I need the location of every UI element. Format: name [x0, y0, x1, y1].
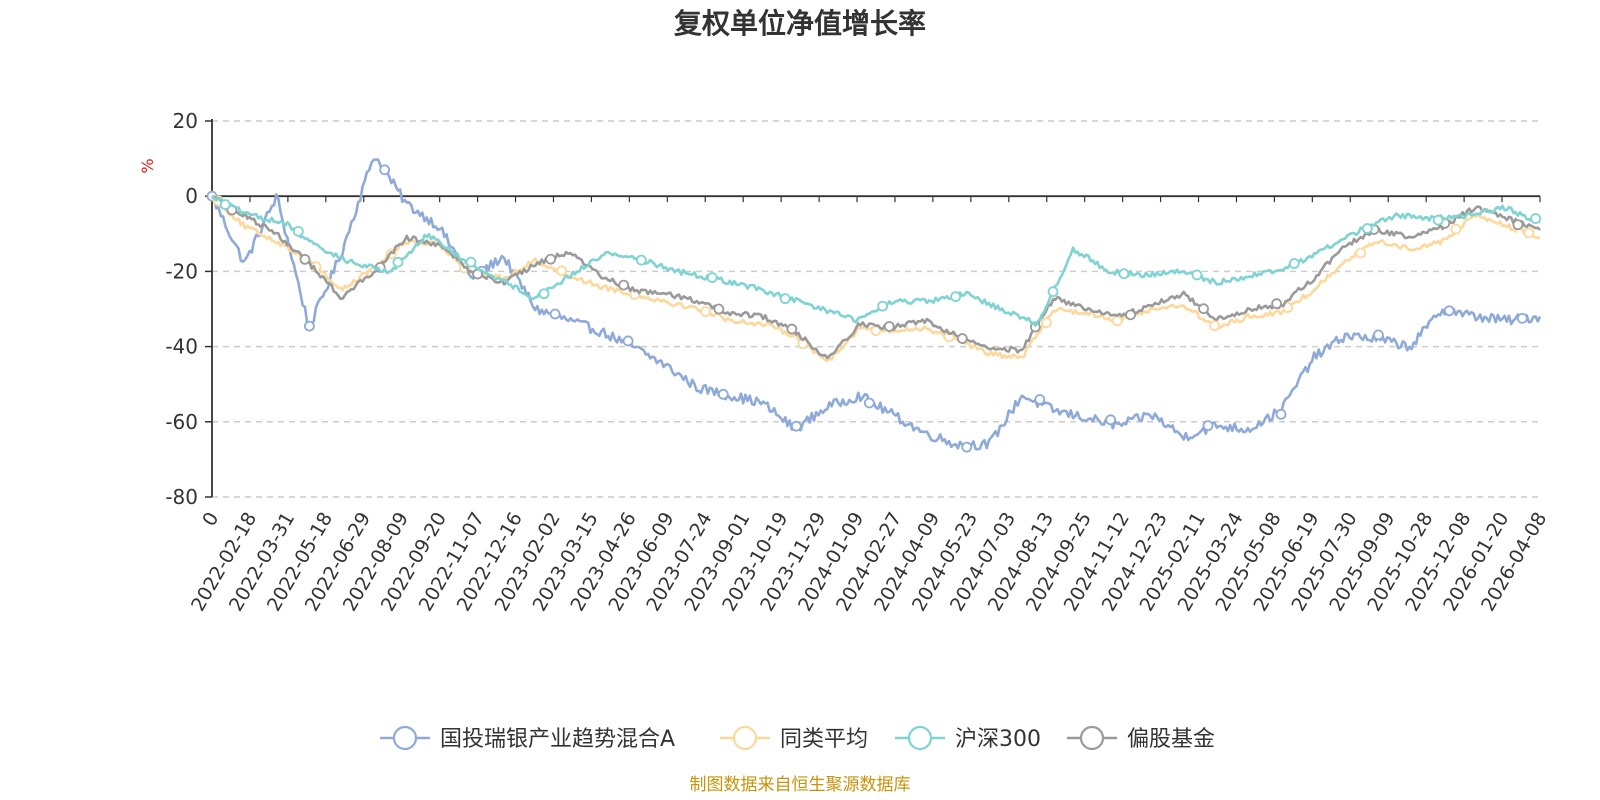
- series-line: [211, 158, 1542, 451]
- series-marker: [1191, 269, 1203, 281]
- series-3: [211, 194, 1541, 360]
- grid: [212, 120, 1540, 498]
- series-marker: [713, 303, 725, 315]
- series-marker: [1443, 305, 1455, 317]
- series-marker: [956, 333, 968, 344]
- source-note: 制图数据来自恒生聚源数据库: [690, 775, 911, 795]
- legend-item[interactable]: 偏股基金: [1067, 725, 1215, 752]
- y-tick-label: -20: [165, 259, 198, 283]
- series-marker: [863, 397, 875, 409]
- series-marker: [1202, 420, 1214, 432]
- series-marker: [538, 288, 550, 300]
- legend-swatch-circle: [392, 725, 418, 751]
- series-group: [206, 158, 1542, 453]
- series-marker: [556, 265, 568, 277]
- series-marker: [1355, 247, 1367, 259]
- series-marker: [1373, 329, 1384, 341]
- series-marker: [1523, 227, 1535, 239]
- legend-swatch-circle: [907, 725, 933, 751]
- series-0: [206, 158, 1542, 453]
- chart-title: 复权单位净值增长率: [674, 7, 926, 40]
- series-marker: [1041, 317, 1052, 329]
- series-marker: [635, 254, 647, 266]
- y-axis-unit: %: [138, 158, 157, 173]
- series-marker: [622, 335, 634, 347]
- series-marker: [779, 293, 791, 305]
- series-marker: [1275, 408, 1287, 420]
- series-2: [211, 195, 1541, 327]
- series-marker: [950, 291, 962, 303]
- legend[interactable]: 国投瑞银产业趋势混合A 同类平均 沪深300 偏股基金: [380, 725, 1215, 752]
- series-marker: [1105, 414, 1117, 426]
- legend-item[interactable]: 国投瑞银产业趋势混合A: [380, 725, 675, 752]
- series-marker: [545, 253, 557, 265]
- series-marker: [1361, 223, 1373, 234]
- series-marker: [618, 279, 630, 291]
- series-marker: [961, 441, 973, 453]
- series-line: [211, 194, 1541, 360]
- series-marker: [303, 320, 315, 332]
- series-marker: [549, 308, 561, 320]
- legend-item[interactable]: 沪深300: [895, 725, 1041, 752]
- series-marker: [292, 225, 304, 237]
- legend-label: 国投瑞银产业趋势混合A: [440, 727, 675, 752]
- series-marker: [706, 272, 718, 283]
- series-marker: [1118, 268, 1130, 280]
- series-line: [211, 195, 1541, 327]
- legend-label: 偏股基金: [1127, 727, 1215, 752]
- series-marker: [392, 256, 404, 268]
- x-tick-label: 0: [198, 509, 223, 530]
- series-marker: [877, 300, 889, 312]
- series-marker: [1288, 258, 1300, 269]
- series-marker: [465, 256, 477, 268]
- series-marker: [700, 306, 711, 318]
- series-marker: [299, 253, 311, 265]
- y-tick-label: -40: [165, 335, 198, 359]
- series-marker: [1512, 219, 1524, 231]
- y-tick-label: 0: [185, 184, 198, 208]
- legend-label: 同类平均: [780, 727, 868, 752]
- legend-label: 沪深300: [955, 727, 1041, 752]
- series-marker: [1111, 315, 1123, 327]
- series-marker: [1271, 298, 1283, 310]
- series-marker: [1282, 302, 1294, 313]
- series-marker: [883, 321, 895, 332]
- legend-swatch-circle: [732, 725, 758, 751]
- series-line: [210, 195, 1541, 362]
- y-axis-ticks: 20 0 -20 -40 -60 -80: [165, 109, 212, 509]
- series-marker: [219, 199, 231, 210]
- series-marker: [1432, 214, 1444, 226]
- y-tick-label: -60: [165, 410, 198, 434]
- x-axis: 02022-02-182022-03-312022-05-182022-06-2…: [187, 119, 1551, 615]
- series-marker: [786, 323, 798, 335]
- series-marker: [1209, 320, 1221, 332]
- y-tick-label: -80: [165, 485, 198, 509]
- series-1: [210, 195, 1541, 362]
- series-marker: [1516, 312, 1528, 324]
- y-tick-label: 20: [173, 109, 198, 133]
- series-marker: [1125, 309, 1136, 321]
- series-marker: [1047, 286, 1059, 298]
- series-marker: [1198, 303, 1209, 315]
- legend-item[interactable]: 同类平均: [720, 725, 868, 752]
- series-marker: [717, 388, 729, 400]
- series-marker: [1450, 223, 1462, 235]
- series-marker: [1530, 213, 1541, 224]
- series-marker: [379, 164, 391, 176]
- legend-swatch-circle: [1079, 725, 1105, 751]
- series-marker: [1034, 394, 1046, 405]
- series-marker: [790, 420, 802, 432]
